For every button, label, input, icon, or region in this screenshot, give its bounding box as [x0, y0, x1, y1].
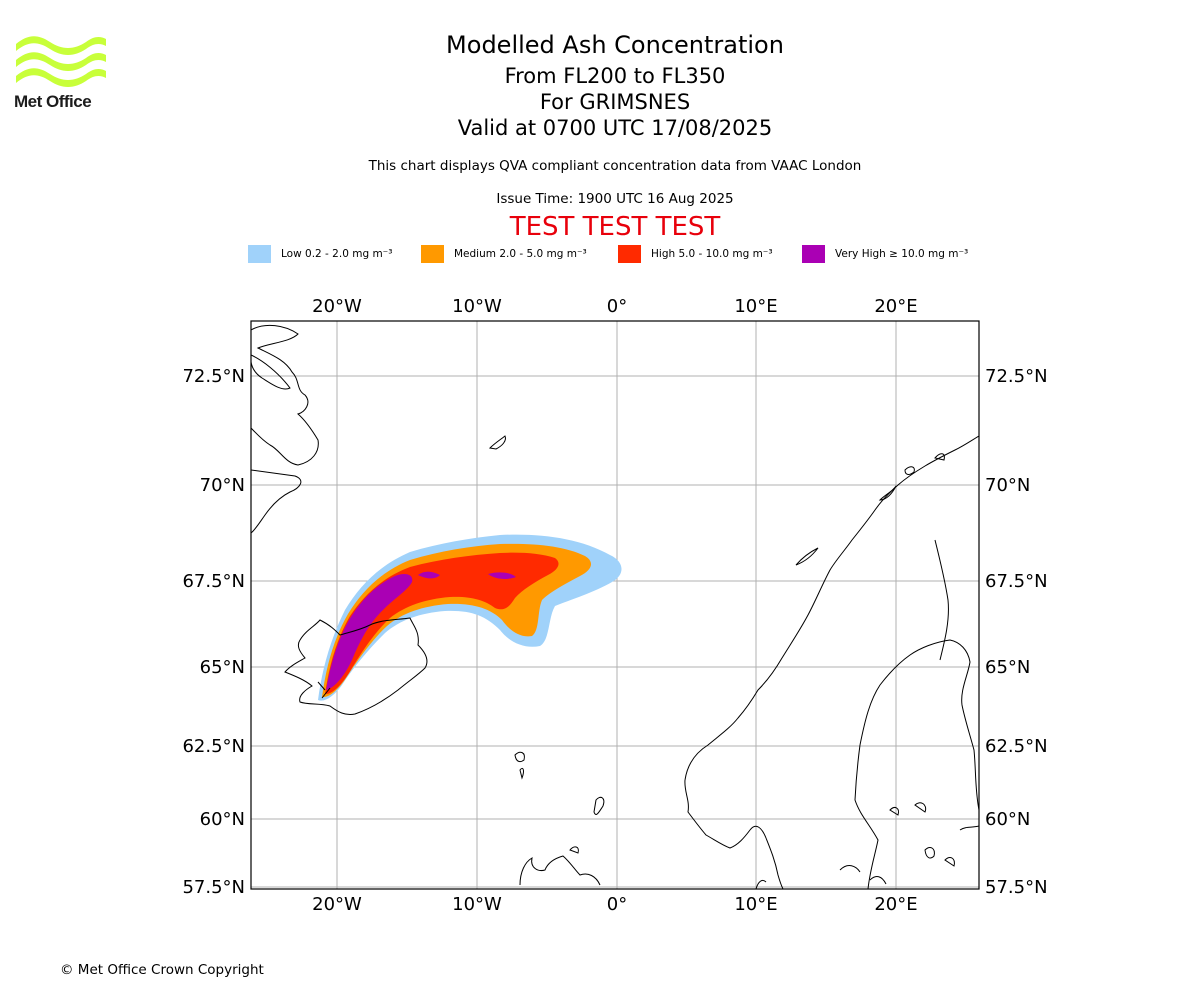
- lon-tick-label: 10°E: [734, 296, 777, 317]
- lon-tick-label: 10°W: [452, 296, 502, 317]
- legend-item-low: Low 0.2 - 2.0 mg m⁻³: [248, 244, 392, 264]
- map-frame: [250, 320, 980, 890]
- lat-tick-label: 72.5°N: [182, 366, 245, 387]
- legend-swatch-high: [618, 245, 641, 263]
- lon-tick-label: 20°E: [874, 894, 917, 915]
- lat-tick-label: 67.5°N: [985, 571, 1048, 592]
- ash-very-high-patch: [418, 571, 440, 579]
- lon-tick-label: 20°W: [312, 296, 362, 317]
- legend-label-low: Low 0.2 - 2.0 mg m⁻³: [281, 248, 393, 260]
- legend-swatch-medium: [421, 245, 444, 263]
- lat-tick-label: 70°N: [985, 475, 1030, 496]
- chart-description: This chart displays QVA compliant concen…: [368, 158, 862, 174]
- met-office-logo-icon: [16, 36, 106, 87]
- issue-time: Issue Time: 1900 UTC 16 Aug 2025: [496, 191, 734, 207]
- lat-tick-label: 60°N: [985, 809, 1030, 830]
- copyright-notice: © Met Office Crown Copyright: [60, 962, 264, 978]
- ash-very-high-area: [326, 574, 413, 690]
- lat-tick-label: 65°N: [985, 657, 1030, 678]
- legend-item-high: High 5.0 - 10.0 mg m⁻³: [618, 244, 773, 264]
- flight-level-range: From FL200 to FL350: [504, 64, 726, 88]
- lon-tick-label: 0°: [607, 894, 627, 915]
- lon-tick-label: 20°E: [874, 296, 917, 317]
- lon-tick-label: 10°W: [452, 894, 502, 915]
- lat-tick-label: 67.5°N: [182, 571, 245, 592]
- lon-tick-label: 10°E: [734, 894, 777, 915]
- lat-tick-label: 72.5°N: [985, 366, 1048, 387]
- map-gridlines: [251, 321, 979, 889]
- lat-tick-label: 57.5°N: [182, 877, 245, 898]
- lat-tick-label: 62.5°N: [985, 736, 1048, 757]
- legend-label-very-high: Very High ≥ 10.0 mg m⁻³: [835, 248, 969, 260]
- lat-tick-label: 65°N: [200, 657, 245, 678]
- legend-item-very-high: Very High ≥ 10.0 mg m⁻³: [802, 244, 968, 264]
- legend-swatch-very-high: [802, 245, 825, 263]
- lat-tick-label: 62.5°N: [182, 736, 245, 757]
- lat-tick-label: 57.5°N: [985, 877, 1048, 898]
- coastlines: [251, 324, 979, 889]
- chart-title: Modelled Ash Concentration: [446, 31, 784, 59]
- valid-time: Valid at 0700 UTC 17/08/2025: [457, 116, 773, 140]
- volcano-name: For GRIMSNES: [539, 90, 691, 114]
- lon-tick-label: 20°W: [312, 894, 362, 915]
- logo-text: Met Office: [14, 92, 92, 111]
- legend-swatch-low: [248, 245, 271, 263]
- test-banner: TEST TEST TEST: [509, 212, 721, 242]
- ash-very-high-patch-2: [488, 572, 516, 579]
- legend-label-high: High 5.0 - 10.0 mg m⁻³: [651, 248, 773, 260]
- lon-tick-label: 0°: [607, 296, 627, 317]
- legend-item-medium: Medium 2.0 - 5.0 mg m⁻³: [421, 244, 587, 264]
- legend-label-medium: Medium 2.0 - 5.0 mg m⁻³: [454, 248, 587, 260]
- lat-tick-label: 70°N: [200, 475, 245, 496]
- lat-tick-label: 60°N: [200, 809, 245, 830]
